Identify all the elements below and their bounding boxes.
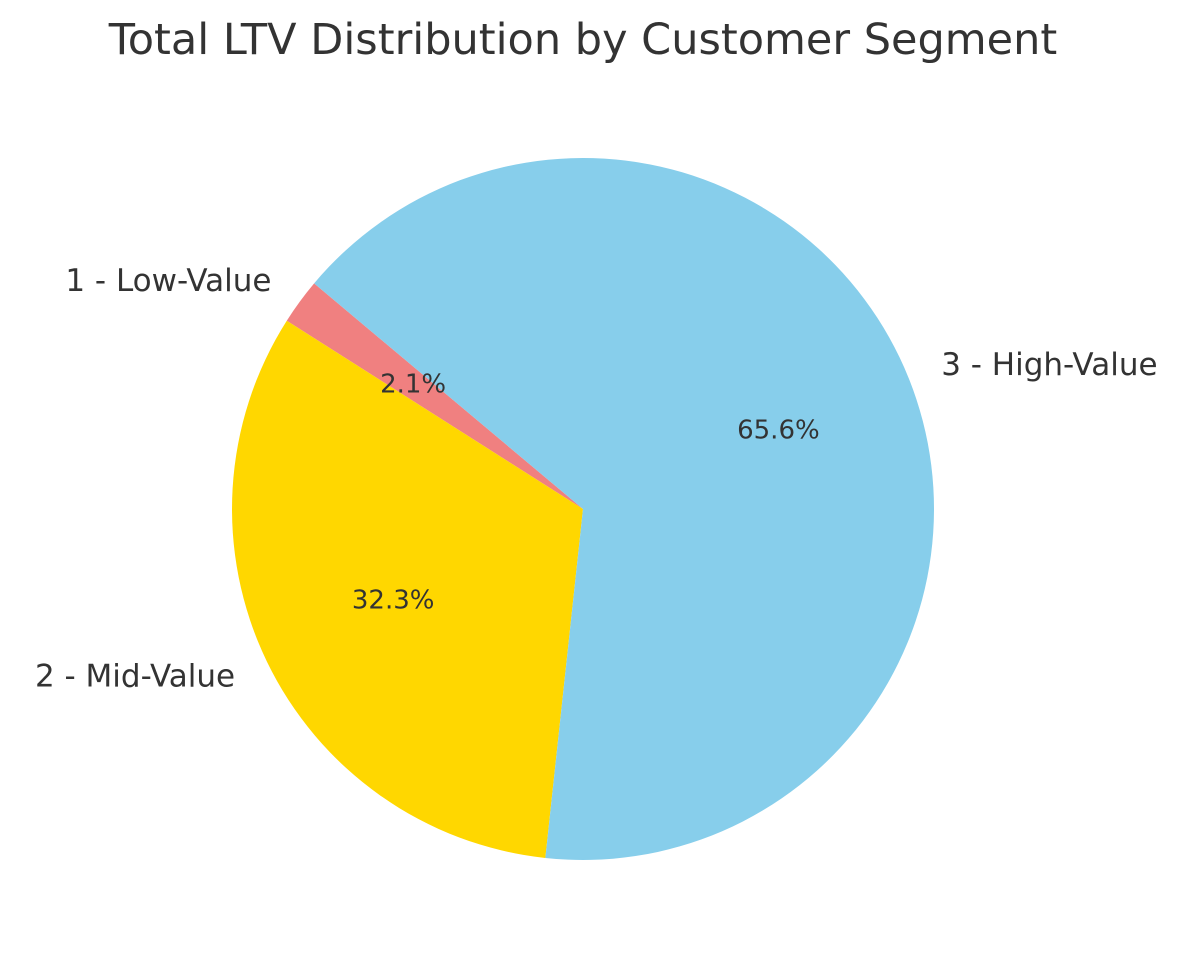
pie-labels: 1 - Low-Value 2.1% 2 - Mid-Value 32.3% 3 - H… <box>35 263 1158 695</box>
pie-slice-3 <box>314 157 935 860</box>
pie-slice-1 <box>286 283 583 509</box>
slice-label-1: 1 - Low-Value <box>65 263 271 299</box>
slice-label-3: 3 - High-Value <box>941 347 1157 383</box>
slice-percent-label-2: 32.3% <box>352 585 435 615</box>
slice-percent-label-1: 2.1% <box>380 370 446 400</box>
slice-label-2: 2 - Mid-Value <box>35 658 235 694</box>
chart-title: Total LTV Distribution by Customer Segme… <box>108 15 1057 65</box>
slice-percent-label-3: 65.6% <box>737 415 820 445</box>
pie-slice-2 <box>232 320 583 858</box>
pie-slices <box>232 157 935 860</box>
